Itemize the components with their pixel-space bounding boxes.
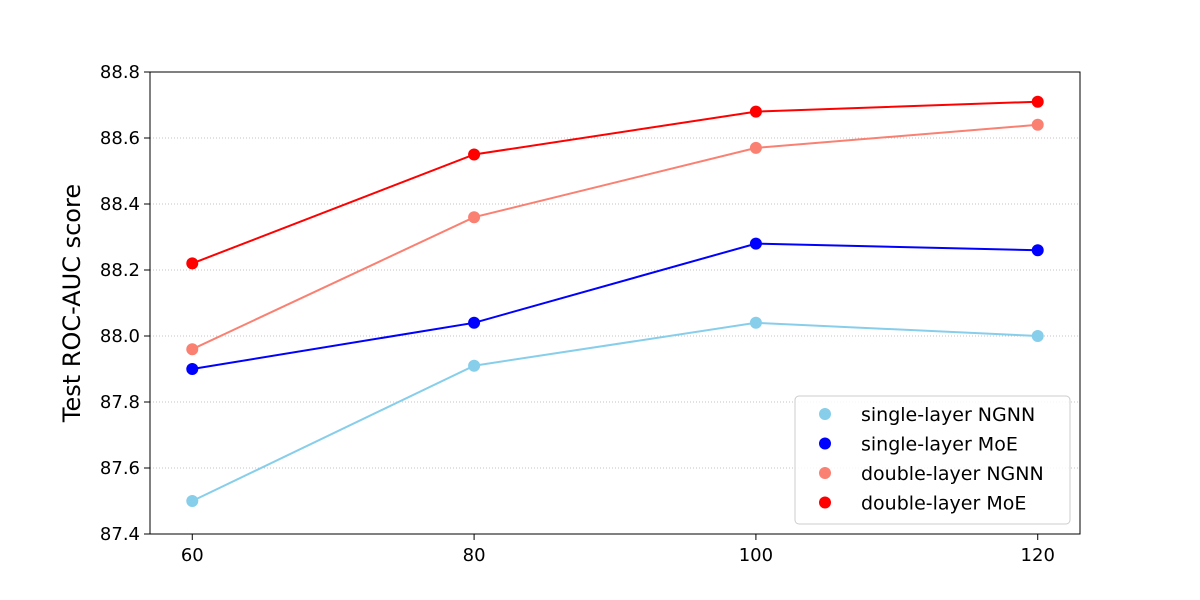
- legend-label: double-layer MoE: [861, 493, 1026, 515]
- series-line: [191, 100, 1038, 265]
- legend-marker: [819, 467, 831, 479]
- data-point: [749, 237, 762, 250]
- legend-marker: [819, 437, 831, 450]
- x-tick-label: 100: [739, 545, 773, 566]
- axis-ticks: 87.4 87.6 87.8 88.0 88.2 88.4 88.6 88.8 60 80 100 1…: [100, 62, 1055, 566]
- data-point: [1031, 118, 1044, 131]
- data-point: [186, 363, 199, 375]
- data-point: [468, 148, 481, 161]
- y-tick-label: 88.4: [100, 194, 140, 215]
- legend-item: single-layer MoE: [819, 434, 1018, 456]
- x-tick-label: 80: [463, 545, 486, 566]
- series-line: [192, 242, 1038, 370]
- legend-label: double-layer NGNN: [861, 463, 1044, 485]
- y-tick-label: 87.6: [100, 458, 140, 479]
- legend-marker: [819, 496, 831, 509]
- x-tick-label: 60: [181, 545, 204, 566]
- y-tick-label: 88.6: [100, 128, 140, 149]
- y-tick-label: 88.8: [100, 62, 140, 83]
- series-single-layer-ngnn: [186, 316, 1044, 507]
- series-double-layer-moe: [186, 95, 1044, 270]
- series-line: [191, 321, 1038, 502]
- y-tick-label: 87.4: [100, 524, 140, 545]
- series-group: [186, 95, 1044, 507]
- x-tick-label: 120: [1021, 545, 1055, 566]
- series-double-layer-ngnn: [186, 118, 1044, 356]
- legend-item: double-layer NGNN: [819, 463, 1044, 485]
- legend-marker: [819, 408, 831, 420]
- data-point: [186, 343, 199, 356]
- data-point: [1031, 95, 1044, 108]
- y-tick-label: 88.2: [100, 260, 140, 281]
- data-point: [468, 359, 481, 372]
- y-axis-title: Test ROC-AUC score: [58, 184, 86, 423]
- y-tick-label: 88.0: [100, 326, 140, 347]
- legend-item: single-layer NGNN: [819, 404, 1035, 426]
- plot-frame: [149, 71, 1081, 535]
- data-point: [749, 141, 762, 154]
- data-point: [1031, 244, 1044, 257]
- data-point: [749, 105, 762, 118]
- series-single-layer-moe: [186, 237, 1044, 375]
- data-point: [468, 316, 481, 329]
- y-tick-label: 87.8: [100, 392, 140, 413]
- data-point: [1031, 330, 1044, 342]
- data-point: [749, 316, 762, 329]
- legend-label: single-layer MoE: [861, 434, 1018, 456]
- series-line: [191, 123, 1038, 351]
- legend: single-layer NGNN single-layer MoE double-…: [794, 395, 1071, 525]
- data-point: [468, 211, 481, 224]
- legend-box: [794, 395, 1071, 525]
- legend-item: double-layer MoE: [819, 493, 1026, 515]
- legend-label: single-layer NGNN: [861, 404, 1035, 426]
- data-point: [186, 257, 199, 270]
- data-point: [186, 495, 199, 507]
